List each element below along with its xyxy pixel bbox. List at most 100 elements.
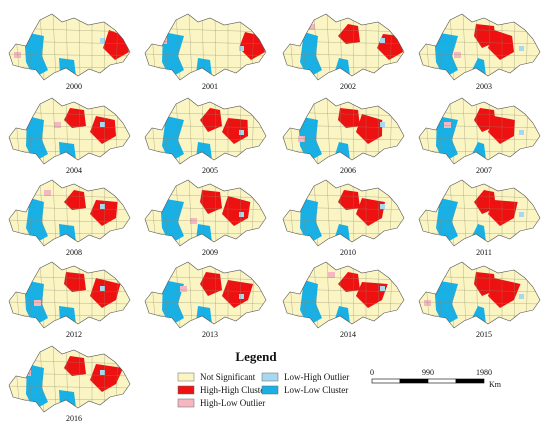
high-low-outlier [288,204,295,210]
county-border [9,301,130,305]
low-high-outlier [100,38,105,43]
low-high-outlier [100,370,105,375]
map: 2008 [8,179,131,257]
county-border [377,98,380,164]
map: 2011 [418,179,541,257]
county-border [78,346,81,412]
clusters [145,180,266,246]
clusters [419,180,540,246]
high-high-cluster [222,280,254,308]
county-border [52,98,57,164]
legend-label: High-Low Outlier [200,398,265,408]
high-low-outlier [424,300,431,306]
county-border [39,180,45,246]
county-border [175,180,181,246]
scale-segment [455,378,485,384]
high-high-cluster [338,24,360,44]
county-border [52,346,57,412]
county-border [449,262,455,328]
county-border [419,301,540,305]
low-high-outlier [380,286,385,291]
high-high-cluster [222,196,251,226]
high-low-outlier [150,108,157,114]
low-high-outlier [100,204,105,209]
low-low-cluster [162,32,184,78]
low-high-outlier [239,294,244,299]
high-low-outlier [14,52,21,58]
county-border [188,180,193,246]
high-high-cluster [90,200,118,226]
map: 2013 [144,261,267,339]
scale-label: 1980 [476,368,492,377]
high-low-outlier [44,190,51,196]
high-high-cluster [338,272,360,292]
county-border [188,98,193,164]
low-high-outlier [519,294,524,299]
county-border [513,262,516,328]
county-border [39,98,45,164]
county-border [313,180,319,246]
county-border [9,219,130,223]
map-year: 2002 [340,82,356,91]
county-border [9,385,130,389]
clusters [283,98,404,164]
map-year: 2014 [340,330,356,339]
map-year: 2015 [476,330,492,339]
map-year: 2007 [476,166,492,175]
map: 2003 [418,13,541,91]
county-border [326,14,331,80]
high-low-outlier [308,24,315,30]
county-border [39,346,45,412]
swatch [177,372,195,382]
county-border [175,14,181,80]
map-year: 2004 [66,166,82,175]
county-border [103,180,106,246]
scale-unit: Km [489,380,502,389]
high-high-cluster [488,278,521,308]
county-border [188,14,193,80]
map: 2016 [8,345,131,423]
county-border [239,180,242,246]
map-year: 2003 [476,82,492,91]
map: 2010 [282,179,405,257]
low-low-cluster [300,32,322,78]
county-border [326,262,331,328]
county-border [239,262,242,328]
map-year: 2000 [66,82,82,91]
map: 2006 [282,97,405,175]
low-low-cluster [162,116,184,162]
low-low-cluster [436,198,458,244]
county-border [419,219,540,223]
low-high-outlier [100,122,105,127]
map: 2014 [282,261,405,339]
county-border [78,98,81,164]
county-border [449,98,455,164]
county-border [488,98,491,164]
county-border [352,180,355,246]
county-border [488,14,491,80]
high-low-outlier [298,136,305,142]
low-low-cluster [26,116,48,162]
county-border [283,53,404,57]
map-year: 2006 [340,166,356,175]
high-high-cluster [239,32,265,60]
map-year: 2016 [66,414,82,423]
low-high-outlier [519,46,524,51]
high-low-outlier [180,286,187,292]
county-border [214,14,217,80]
low-low-cluster [436,116,458,162]
swatch [177,385,195,395]
legend-label: High-High Cluster [200,385,267,395]
county-border [462,14,467,80]
high-high-cluster [90,364,124,392]
county-border [78,180,81,246]
low-low-cluster [26,364,48,410]
county-border [78,14,81,80]
county-border [9,53,130,57]
low-low-cluster [26,198,48,244]
high-high-cluster [356,114,383,144]
scale-label: 0 [370,368,374,377]
low-low-cluster [160,198,184,244]
scale-bar: 0 990 1980 Km [370,368,502,389]
county-border [239,98,242,164]
